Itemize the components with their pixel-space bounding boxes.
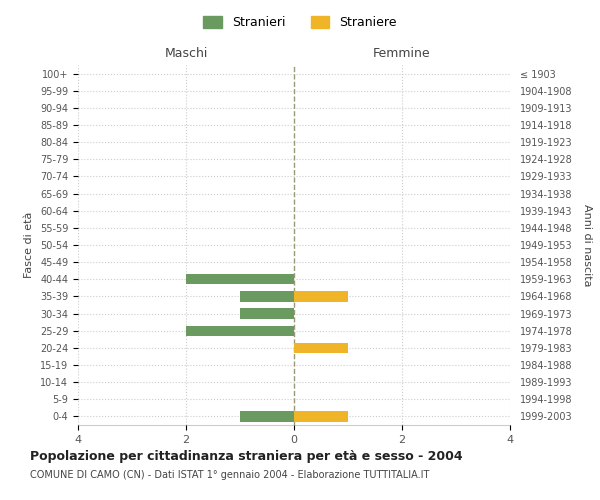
- Text: Popolazione per cittadinanza straniera per età e sesso - 2004: Popolazione per cittadinanza straniera p…: [30, 450, 463, 463]
- Bar: [240, 308, 294, 318]
- Bar: [294, 342, 348, 353]
- Y-axis label: Fasce di età: Fasce di età: [25, 212, 34, 278]
- Text: Maschi: Maschi: [164, 47, 208, 60]
- Bar: [294, 292, 348, 302]
- Bar: [186, 326, 294, 336]
- Bar: [294, 412, 348, 422]
- Bar: [240, 412, 294, 422]
- Bar: [240, 292, 294, 302]
- Text: Femmine: Femmine: [373, 47, 431, 60]
- Legend: Stranieri, Straniere: Stranieri, Straniere: [198, 11, 402, 34]
- Y-axis label: Anni di nascita: Anni di nascita: [582, 204, 592, 286]
- Bar: [186, 274, 294, 284]
- Text: COMUNE DI CAMO (CN) - Dati ISTAT 1° gennaio 2004 - Elaborazione TUTTITALIA.IT: COMUNE DI CAMO (CN) - Dati ISTAT 1° genn…: [30, 470, 430, 480]
